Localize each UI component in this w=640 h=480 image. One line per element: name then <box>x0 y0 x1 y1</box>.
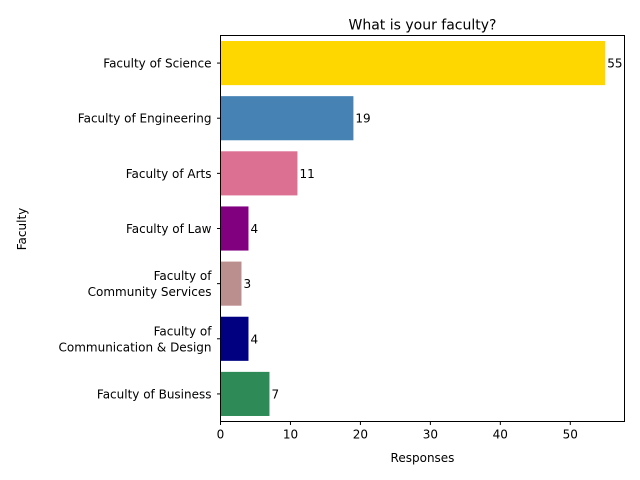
y-axis-label: Faculty <box>15 208 29 251</box>
y-tick-label: Faculty of Law <box>126 222 212 236</box>
bar <box>220 261 242 306</box>
plot-frame <box>220 35 625 422</box>
data-label: 19 <box>355 112 370 126</box>
x-tick-label: 50 <box>563 428 578 442</box>
data-label: 4 <box>250 332 258 346</box>
x-tick-label: 40 <box>493 428 508 442</box>
y-tick-label: Faculty of Science <box>103 57 211 71</box>
bars-group: 55 19 11 4 3 4 7 <box>220 41 623 416</box>
data-label: 7 <box>271 387 279 401</box>
bar <box>220 151 298 196</box>
chart-title: What is your faculty? <box>349 18 497 34</box>
y-tick-label: Faculty of Arts <box>126 167 212 181</box>
x-axis-label: Responses <box>391 451 455 465</box>
x-tick-label: 0 <box>217 428 225 442</box>
bar <box>220 41 606 86</box>
y-tick-label: Faculty of Engineering <box>78 112 212 126</box>
x-tick-label: 10 <box>283 428 298 442</box>
bar <box>220 206 249 251</box>
bar <box>220 96 354 141</box>
bar <box>220 371 270 416</box>
data-label: 4 <box>250 222 258 236</box>
y-tick-label: Faculty of Communication & Design <box>59 324 213 354</box>
data-label: 55 <box>607 57 622 71</box>
y-tick-labels: Faculty of Science Faculty of Engineering… <box>59 57 221 401</box>
y-tick-label: Faculty of Community Services <box>88 269 213 299</box>
y-tick-label: Faculty of Business <box>97 387 212 401</box>
x-tick-label: 30 <box>423 428 438 442</box>
x-tick-label: 20 <box>353 428 368 442</box>
data-label: 11 <box>299 167 314 181</box>
bar <box>220 316 249 361</box>
data-label: 3 <box>243 277 251 291</box>
x-ticks: 0 10 20 30 40 50 <box>217 421 578 442</box>
